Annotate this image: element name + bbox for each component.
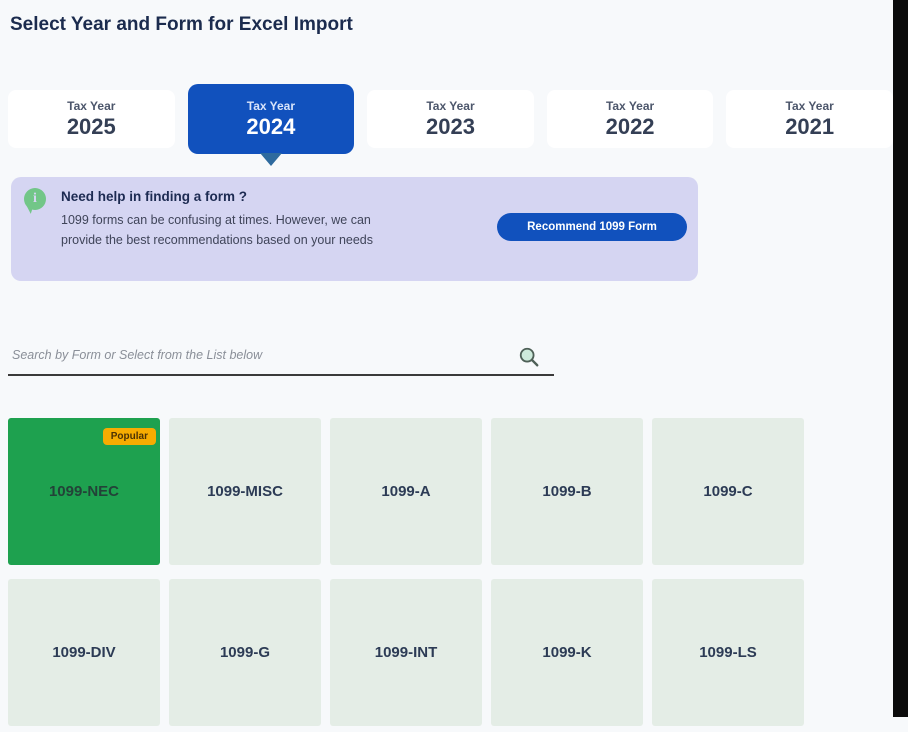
form-search bbox=[8, 338, 554, 376]
tab-year: 2023 bbox=[426, 114, 475, 139]
tab-sublabel: Tax Year bbox=[605, 99, 655, 113]
search-input[interactable] bbox=[8, 338, 508, 372]
tab-tax-year-2022[interactable]: Tax Year 2022 bbox=[546, 90, 714, 148]
form-tile-1099-k[interactable]: 1099-K bbox=[491, 579, 643, 726]
tab-sublabel: Tax Year bbox=[67, 99, 116, 113]
tab-sublabel: Tax Year bbox=[246, 99, 296, 113]
form-tile-label: 1099-K bbox=[542, 644, 592, 661]
help-banner-line2: provide the best recommendations based o… bbox=[61, 233, 373, 247]
help-banner-line1: 1099 forms can be confusing at times. Ho… bbox=[61, 213, 371, 227]
form-tile-label: 1099-LS bbox=[699, 644, 757, 661]
form-grid: Popular 1099-NEC 1099-MISC 1099-A 1099-B… bbox=[8, 418, 804, 726]
form-tile-1099-c[interactable]: 1099-C bbox=[652, 418, 804, 565]
form-tile-1099-g[interactable]: 1099-G bbox=[169, 579, 321, 726]
selected-tab-pointer bbox=[259, 153, 282, 166]
tab-tax-year-2023[interactable]: Tax Year 2023 bbox=[367, 90, 534, 148]
tab-year: 2021 bbox=[785, 114, 835, 139]
help-banner-title: Need help in finding a form ? bbox=[61, 189, 248, 204]
help-banner-text: 1099 forms can be confusing at times. Ho… bbox=[61, 210, 373, 250]
form-tile-label: 1099-A bbox=[381, 483, 431, 500]
form-tile-1099-div[interactable]: 1099-DIV bbox=[8, 579, 160, 726]
form-tile-label: 1099-B bbox=[542, 483, 592, 500]
form-tile-label: 1099-C bbox=[703, 483, 753, 500]
search-icon[interactable] bbox=[518, 346, 540, 368]
form-tile-1099-ls[interactable]: 1099-LS bbox=[652, 579, 804, 726]
form-tile-1099-misc[interactable]: 1099-MISC bbox=[169, 418, 321, 565]
info-icon: i bbox=[24, 188, 46, 210]
form-tile-1099-b[interactable]: 1099-B bbox=[491, 418, 643, 565]
form-tile-label: 1099-MISC bbox=[207, 483, 283, 500]
tab-sublabel: Tax Year bbox=[426, 99, 475, 113]
form-tile-1099-a[interactable]: 1099-A bbox=[330, 418, 482, 565]
right-edge-strip bbox=[893, 0, 908, 717]
form-tile-1099-int[interactable]: 1099-INT bbox=[330, 579, 482, 726]
page-title: Select Year and Form for Excel Import bbox=[10, 14, 353, 35]
tab-sublabel: Tax Year bbox=[785, 99, 834, 113]
tab-tax-year-2025[interactable]: Tax Year 2025 bbox=[8, 90, 175, 148]
tax-year-tabs: Tax Year 2025 Tax Year 2024 Tax Year 202… bbox=[8, 84, 893, 166]
tab-year: 2024 bbox=[246, 114, 296, 139]
form-tile-label: 1099-NEC bbox=[48, 483, 120, 500]
tab-tax-year-2024[interactable]: Tax Year 2024 bbox=[187, 84, 355, 166]
popular-badge: Popular bbox=[102, 428, 156, 445]
form-tile-label: 1099-DIV bbox=[52, 644, 116, 661]
form-tile-label: 1099-G bbox=[219, 644, 271, 661]
form-tile-label: 1099-INT bbox=[374, 644, 438, 661]
tab-year: 2022 bbox=[605, 114, 655, 139]
form-tile-1099-nec[interactable]: Popular 1099-NEC bbox=[8, 418, 160, 565]
tab-year: 2025 bbox=[66, 114, 116, 139]
tab-tax-year-2021[interactable]: Tax Year 2021 bbox=[726, 90, 893, 148]
recommend-1099-form-button[interactable]: Recommend 1099 Form bbox=[497, 213, 687, 241]
help-banner: i Need help in finding a form ? 1099 for… bbox=[11, 177, 698, 281]
